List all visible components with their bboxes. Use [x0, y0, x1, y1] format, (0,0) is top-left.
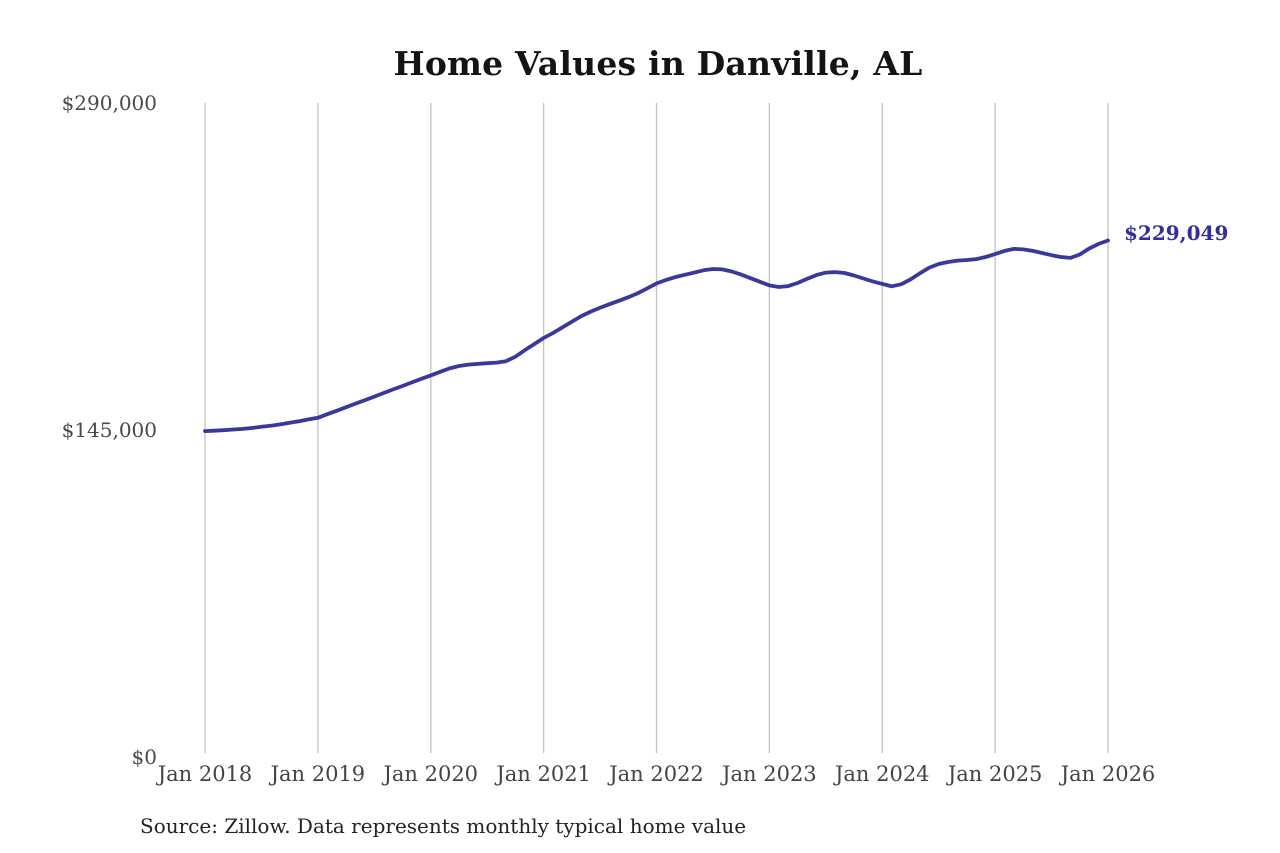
x-tick-label: Jan 2021	[496, 762, 591, 786]
y-tick-label: $145,000	[61, 418, 157, 442]
chart-title: Home Values in Danville, AL	[393, 44, 923, 83]
x-tick-label: Jan 2019	[270, 762, 366, 786]
x-tick-label: Jan 2020	[383, 762, 479, 786]
latest-value-label: $229,049	[1124, 221, 1229, 246]
x-tick-label: Jan 2018	[157, 762, 253, 786]
y-tick-label: $0	[131, 745, 157, 769]
y-tick-label: $290,000	[61, 91, 157, 115]
x-tick-label: Jan 2022	[609, 762, 704, 786]
x-tick-label: Jan 2023	[722, 762, 817, 786]
x-tick-label: Jan 2026	[1060, 762, 1156, 786]
x-tick-label: Jan 2024	[834, 762, 930, 786]
x-tick-label: Jan 2025	[947, 762, 1043, 786]
y-axis: $0 $145,000 $290,000	[40, 0, 157, 853]
source-note: Source: Zillow. Data represents monthly …	[140, 814, 747, 838]
home-value-line-series	[203, 238, 1110, 433]
